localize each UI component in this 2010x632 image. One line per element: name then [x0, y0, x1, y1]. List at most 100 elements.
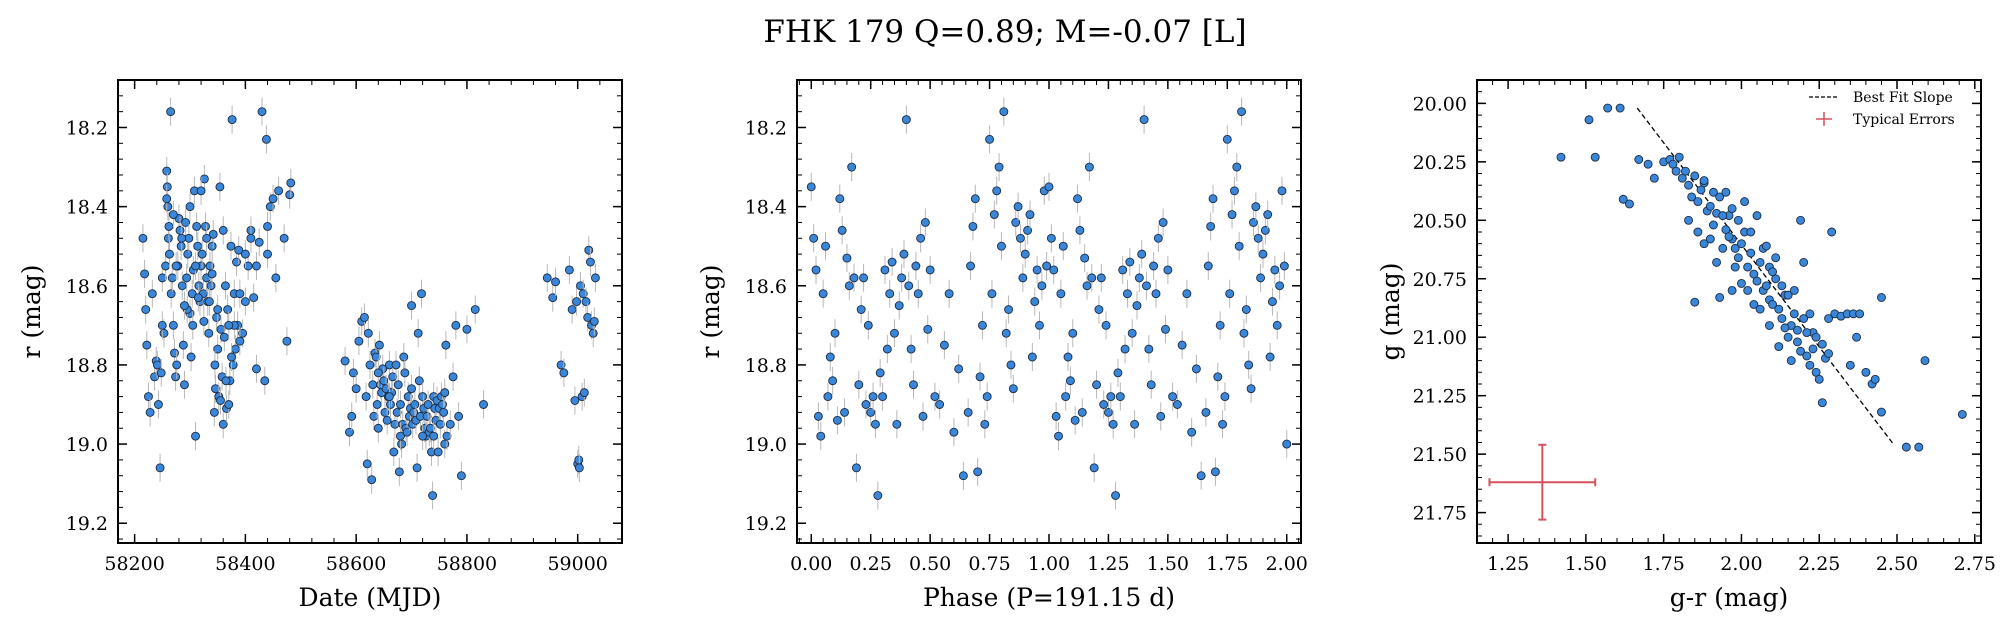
data-point	[348, 368, 358, 378]
data-point	[1144, 344, 1154, 354]
data-point	[968, 221, 978, 231]
data-point	[193, 241, 203, 251]
data-point	[140, 269, 150, 279]
data-point	[205, 261, 215, 271]
data-point	[1241, 305, 1251, 314]
data-point	[440, 439, 450, 449]
data-point	[254, 237, 264, 247]
data-point	[1168, 392, 1178, 402]
data-point	[885, 289, 895, 299]
data-point	[949, 427, 959, 437]
data-point	[220, 281, 230, 291]
data-point	[1876, 293, 1886, 302]
legend-label: Best Fit Slope	[1853, 90, 1953, 106]
data-point	[1730, 243, 1740, 253]
data-point	[1153, 233, 1163, 243]
data-point	[863, 320, 873, 330]
data-point	[1201, 407, 1211, 417]
data-point	[418, 431, 428, 441]
data-point	[212, 312, 222, 322]
panel-color-magnitude: 1.25 1.50 1.75 2.00 2.25 2.50 2.75 20.00 20.25 20…	[1376, 79, 1996, 612]
data-point	[1182, 289, 1192, 299]
x-tick-label: 2.50	[1876, 553, 1918, 575]
data-point	[811, 265, 821, 275]
x-tick-label: 2.00	[1266, 553, 1308, 575]
data-point	[177, 233, 187, 243]
y-tick-label: 20.25	[1413, 152, 1467, 174]
data-point	[191, 431, 200, 441]
x-tick-label: 1.50	[1147, 553, 1189, 575]
data-point	[982, 392, 992, 402]
data-point	[1063, 352, 1073, 362]
data-point	[373, 423, 383, 433]
data-point	[1227, 210, 1237, 219]
data-point	[347, 411, 357, 421]
data-point	[279, 233, 289, 243]
data-point	[918, 411, 928, 421]
data-point	[396, 400, 405, 409]
data-point	[813, 411, 823, 421]
data-point	[828, 376, 838, 386]
data-point	[156, 368, 166, 378]
data-point	[414, 376, 424, 386]
panel-phased: 0.00 0.25 0.50 0.75 1.00 1.25 1.50 1.75 2.00 18.2…	[696, 79, 1308, 612]
data-point	[1705, 201, 1715, 211]
data-point	[1684, 180, 1694, 190]
x-tick-label: 2.25	[1798, 553, 1840, 575]
data-point	[551, 277, 560, 287]
data-point	[1075, 225, 1085, 235]
data-point	[397, 439, 407, 449]
data-point	[440, 388, 450, 398]
data-point	[1120, 344, 1130, 354]
x-tick-label: 1.25	[1087, 553, 1129, 575]
data-point	[1603, 103, 1613, 113]
data-point	[390, 419, 400, 429]
data-point	[1733, 215, 1743, 225]
x-tick-label: 1.75	[1206, 553, 1248, 575]
data-point	[1177, 340, 1187, 350]
data-point	[1671, 166, 1681, 176]
data-point	[1234, 241, 1244, 251]
x-tick-label: 1.00	[1028, 553, 1070, 575]
data-point	[178, 340, 188, 350]
data-point	[470, 305, 480, 314]
data-point	[285, 190, 295, 200]
y-tick-label: 18.6	[745, 276, 787, 298]
data-point	[1814, 374, 1824, 384]
data-point	[1210, 467, 1220, 477]
data-point	[1618, 194, 1628, 204]
data-point	[980, 419, 990, 429]
data-point	[417, 289, 426, 299]
data-point	[1106, 392, 1116, 402]
axes-frame	[117, 79, 623, 544]
data-point	[987, 289, 997, 299]
y-tick-label: 19.2	[66, 513, 108, 535]
data-point	[226, 241, 236, 251]
data-point	[966, 261, 975, 271]
data-point	[177, 281, 187, 291]
data-point	[1699, 239, 1709, 249]
data-point	[821, 241, 830, 251]
data-point	[204, 297, 214, 307]
data-point	[1817, 339, 1827, 349]
data-point	[1123, 289, 1132, 299]
data-point	[240, 249, 250, 259]
data-point	[1065, 376, 1075, 386]
data-point	[210, 360, 220, 370]
data-point	[840, 407, 849, 417]
data-point	[365, 360, 375, 370]
data-point	[208, 229, 218, 239]
data-point	[1855, 309, 1865, 319]
data-point	[899, 249, 909, 259]
data-point	[973, 467, 983, 477]
data-point	[1108, 419, 1118, 429]
data-point	[410, 400, 420, 409]
data-point	[590, 273, 600, 283]
data-point	[579, 388, 589, 398]
data-point	[1780, 323, 1790, 333]
data-point	[985, 134, 995, 144]
data-point	[396, 431, 405, 441]
data-point	[1125, 257, 1135, 267]
data-point	[1218, 419, 1227, 429]
data-point	[1161, 324, 1170, 334]
